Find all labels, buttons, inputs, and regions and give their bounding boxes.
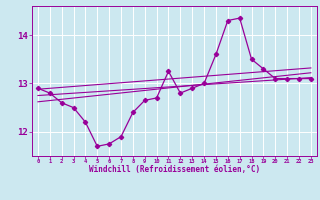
X-axis label: Windchill (Refroidissement éolien,°C): Windchill (Refroidissement éolien,°C) xyxy=(89,165,260,174)
